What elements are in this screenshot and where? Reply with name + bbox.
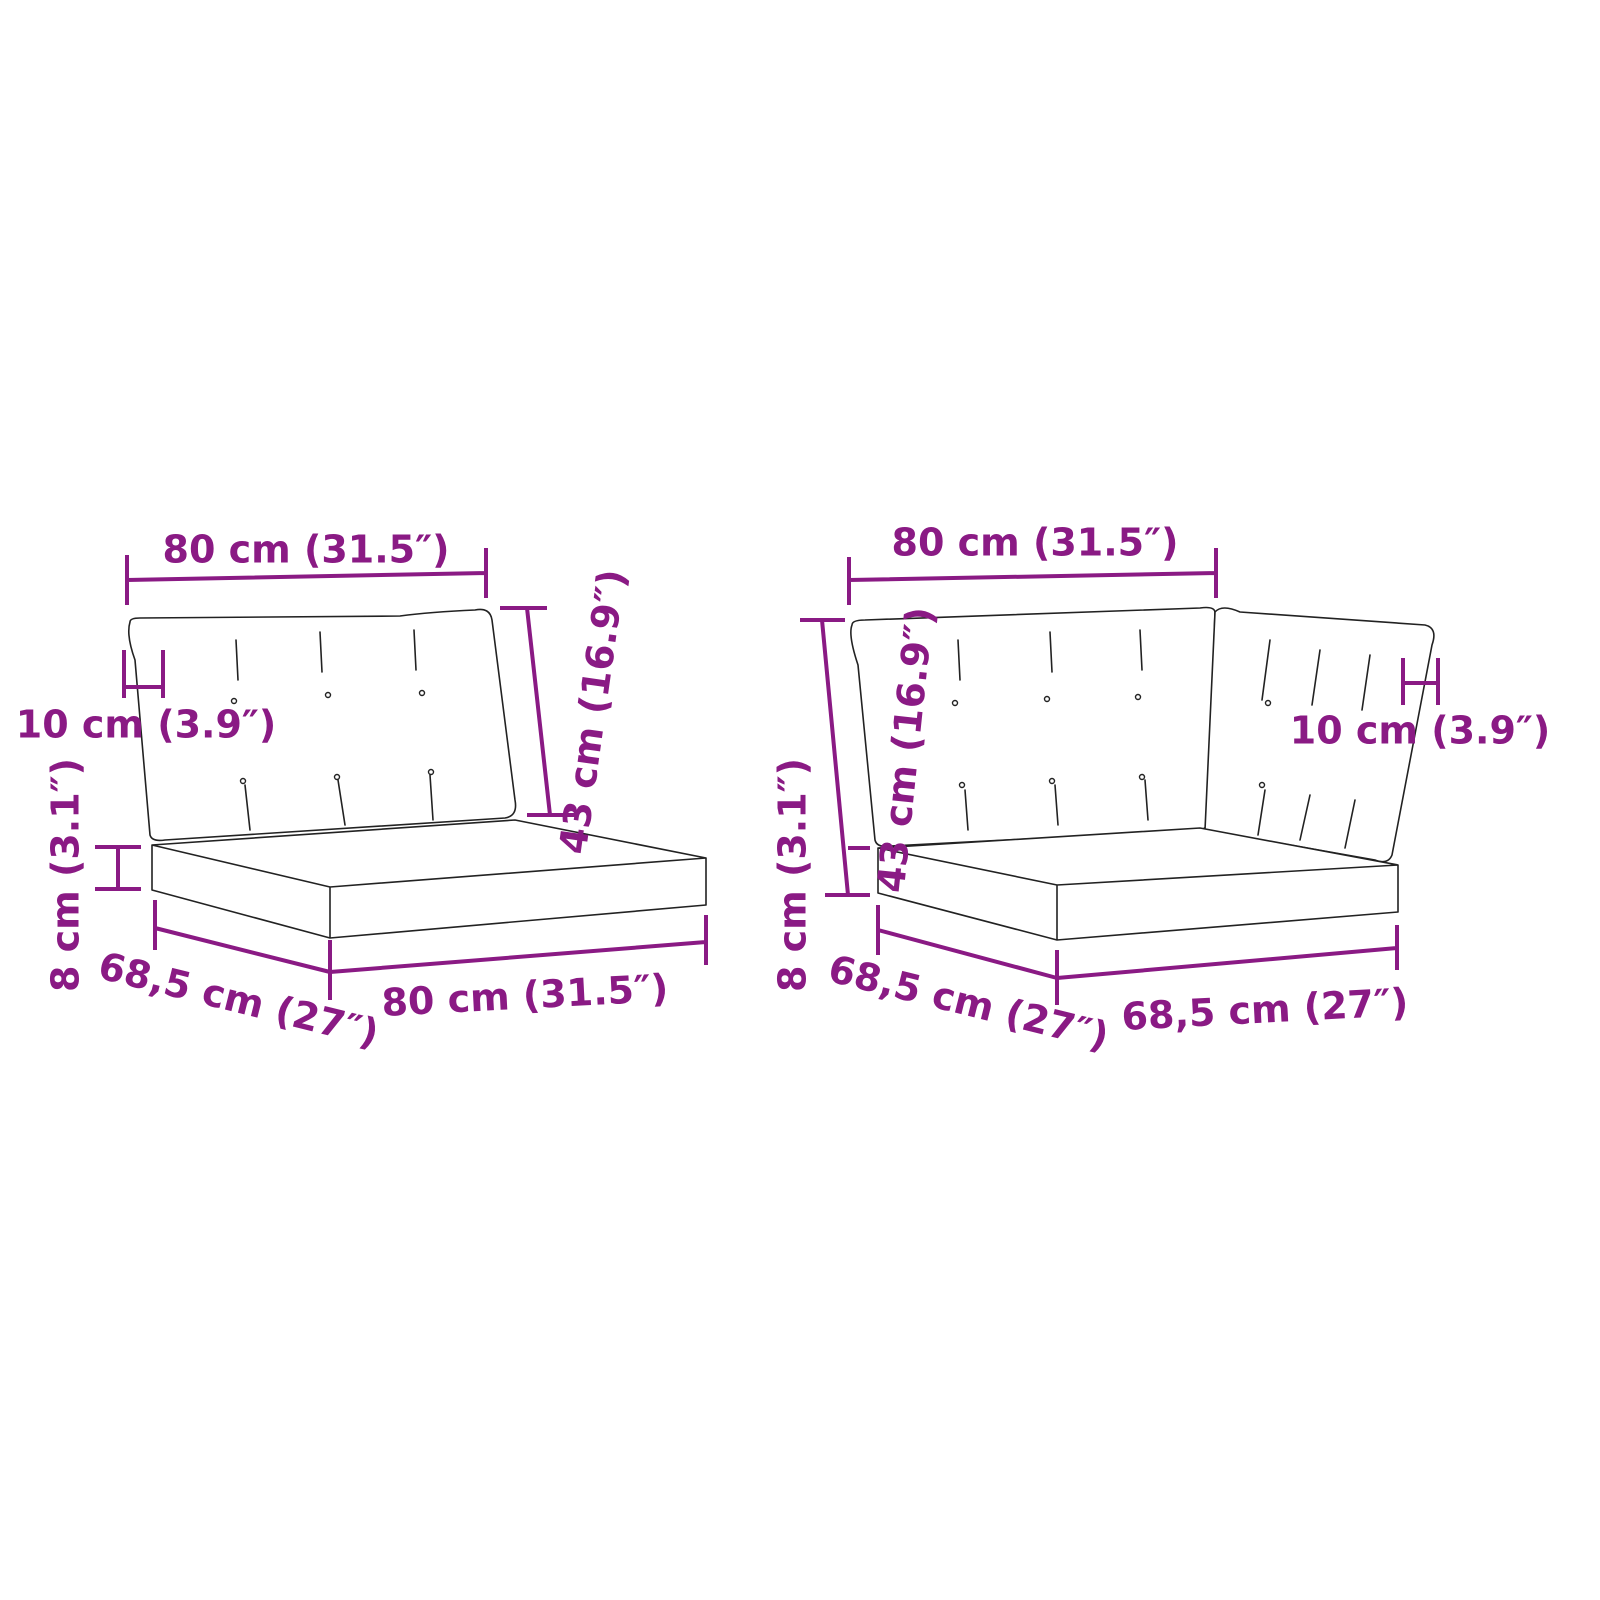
right-seat-thickness-label: 8 cm (3.1″) [771, 758, 815, 992]
left-back-thickness-label: 10 cm (3.9″) [16, 703, 277, 747]
right-back-width-label: 80 cm (31.5″) [892, 521, 1179, 565]
right-seat-cushion [877, 827, 1399, 941]
left-cushion-set [128, 608, 707, 939]
left-seat-width-label: 80 cm (31.5″) [380, 966, 669, 1025]
left-back-height-label: 43 cm (16.9″) [551, 567, 635, 857]
left-seat-thickness-label: 8 cm (3.1″) [44, 758, 88, 992]
left-seat-depth-label: 68,5 cm (27″) [94, 944, 383, 1056]
left-back-cushion [128, 608, 517, 842]
right-seat-width-label: 68,5 cm (27″) [1120, 980, 1409, 1039]
right-seat-depth-label: 68,5 cm (27″) [824, 947, 1113, 1059]
left-back-width-label: 80 cm (31.5″) [163, 528, 450, 572]
left-seat-cushion [151, 819, 707, 939]
right-back-thickness-label: 10 cm (3.9″) [1290, 709, 1551, 753]
right-cushion-set [850, 606, 1435, 941]
